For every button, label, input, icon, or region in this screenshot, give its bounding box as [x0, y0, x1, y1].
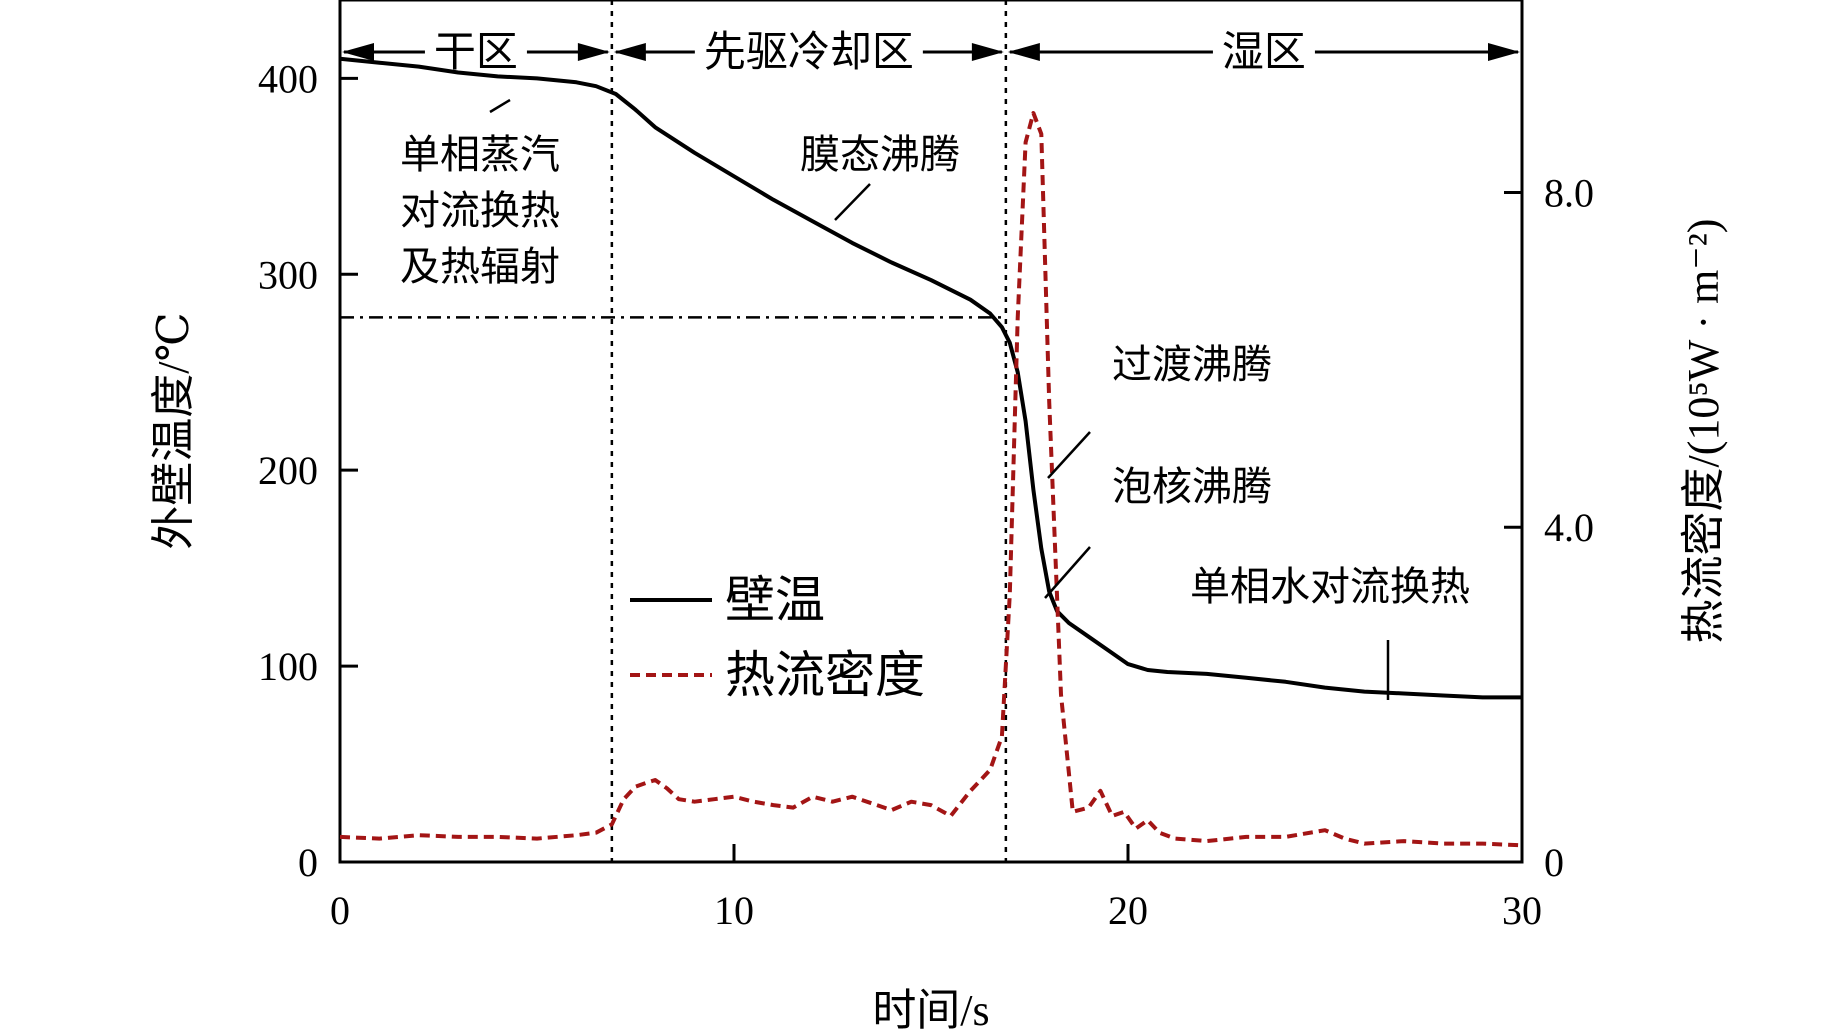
region-arrowhead-left — [342, 43, 374, 61]
annotation-text: 单相水对流换热 — [1190, 564, 1470, 609]
x-tick-label: 0 — [330, 888, 350, 933]
x-tick-label: 30 — [1502, 888, 1542, 933]
y-axis-left-title: 外壁温度/℃ — [149, 312, 198, 549]
legend-label-heat-flux: 热流密度 — [725, 647, 925, 703]
annotation-text: 对流换热 — [400, 188, 560, 233]
y-right-tick-label: 0 — [1544, 840, 1564, 885]
annotation-text: 过渡沸腾 — [1112, 342, 1272, 387]
y-left-tick-label: 100 — [258, 644, 318, 689]
y-right-tick-label: 4.0 — [1544, 505, 1594, 550]
y-left-tick-label: 0 — [298, 840, 318, 885]
annotation-text: 单相蒸汽 — [400, 132, 560, 177]
annotation-leader — [834, 183, 871, 221]
x-tick-label: 20 — [1108, 888, 1148, 933]
annotation-leader — [1047, 431, 1091, 479]
legend-label-wall-temp: 壁温 — [725, 572, 825, 628]
region-arrowhead-right — [577, 43, 610, 61]
region-layer: 干区 先驱冷却区 湿区 — [340, 0, 1520, 862]
annotation-text: 膜态沸腾 — [800, 132, 960, 177]
region-label: 先驱冷却区 — [704, 30, 914, 76]
series-line-wall-temp — [339, 56, 1522, 700]
annotation-leader — [489, 98, 511, 114]
region-label: 湿区 — [1222, 30, 1306, 76]
y-right-tick-label: 8.0 — [1544, 170, 1594, 215]
y-axis-right-title: 热流密度/(10⁵W · m⁻²) — [1679, 219, 1728, 644]
x-tick-label: 10 — [714, 888, 754, 933]
series-line-heat-flux — [339, 111, 1523, 848]
annotation-leader — [1044, 546, 1091, 599]
region-arrowhead-right — [971, 43, 1004, 61]
region-label: 干区 — [434, 30, 518, 76]
annotation-text: 及热辐射 — [400, 244, 560, 289]
region-arrowhead-left — [613, 43, 646, 61]
annotation-text: 泡核沸腾 — [1112, 464, 1272, 509]
x-axis-title: 时间/s — [872, 986, 989, 1032]
series-layer — [339, 56, 1523, 848]
y-left-tick-label: 200 — [258, 448, 318, 493]
region-arrowhead-right — [1488, 43, 1520, 61]
region-arrowhead-left — [1007, 43, 1040, 61]
plot-frame — [338, 0, 1524, 864]
legend: 壁温 热流密度 — [630, 572, 925, 703]
y-left-tick-label: 300 — [258, 252, 318, 297]
y-left-tick-label: 400 — [258, 56, 318, 101]
